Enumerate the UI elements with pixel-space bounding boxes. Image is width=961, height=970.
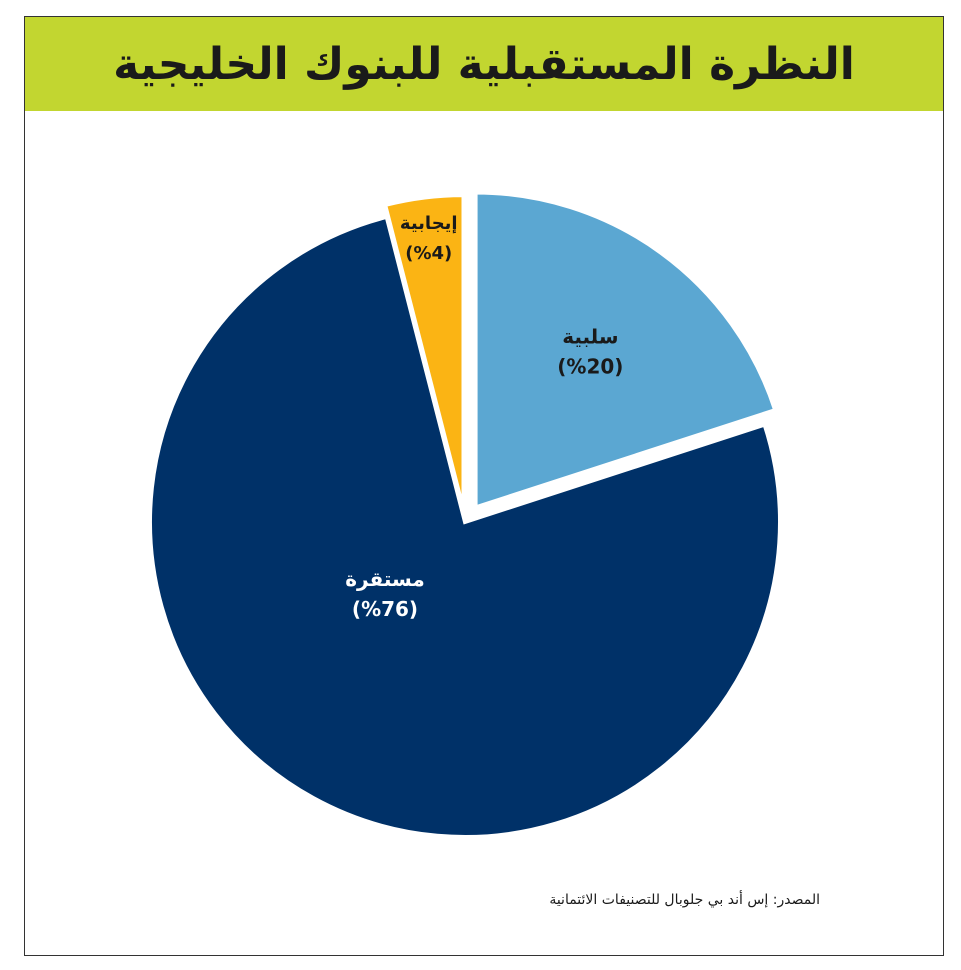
chart-title: النظرة المستقبلية للبنوك الخليجية	[113, 38, 855, 90]
slice-negative	[473, 190, 778, 511]
chart-svg: سلبية (%20) مستقرة (%76) إيجابية (%4)	[25, 17, 943, 839]
label-negative: سلبية	[562, 324, 618, 348]
title-bar: النظرة المستقبلية للبنوك الخليجية	[25, 17, 943, 111]
source-note: المصدر: إس أند بي جلوبال للتصنيفات الائت…	[549, 892, 820, 908]
title-bar-background	[25, 17, 943, 111]
slice-positive	[382, 193, 466, 511]
value-negative: (%20)	[557, 354, 623, 378]
chart-frame: سلبية (%20) مستقرة (%76) إيجابية (%4) النظرة …	[24, 16, 944, 956]
label-positive: إيجابية	[400, 213, 458, 234]
pie-chart: سلبية (%20) مستقرة (%76) إيجابية (%4)	[148, 190, 782, 839]
slice-stable	[148, 214, 782, 839]
value-stable: (%76)	[352, 597, 418, 621]
label-stable: مستقرة	[345, 567, 425, 591]
value-positive: (%4)	[405, 243, 452, 264]
